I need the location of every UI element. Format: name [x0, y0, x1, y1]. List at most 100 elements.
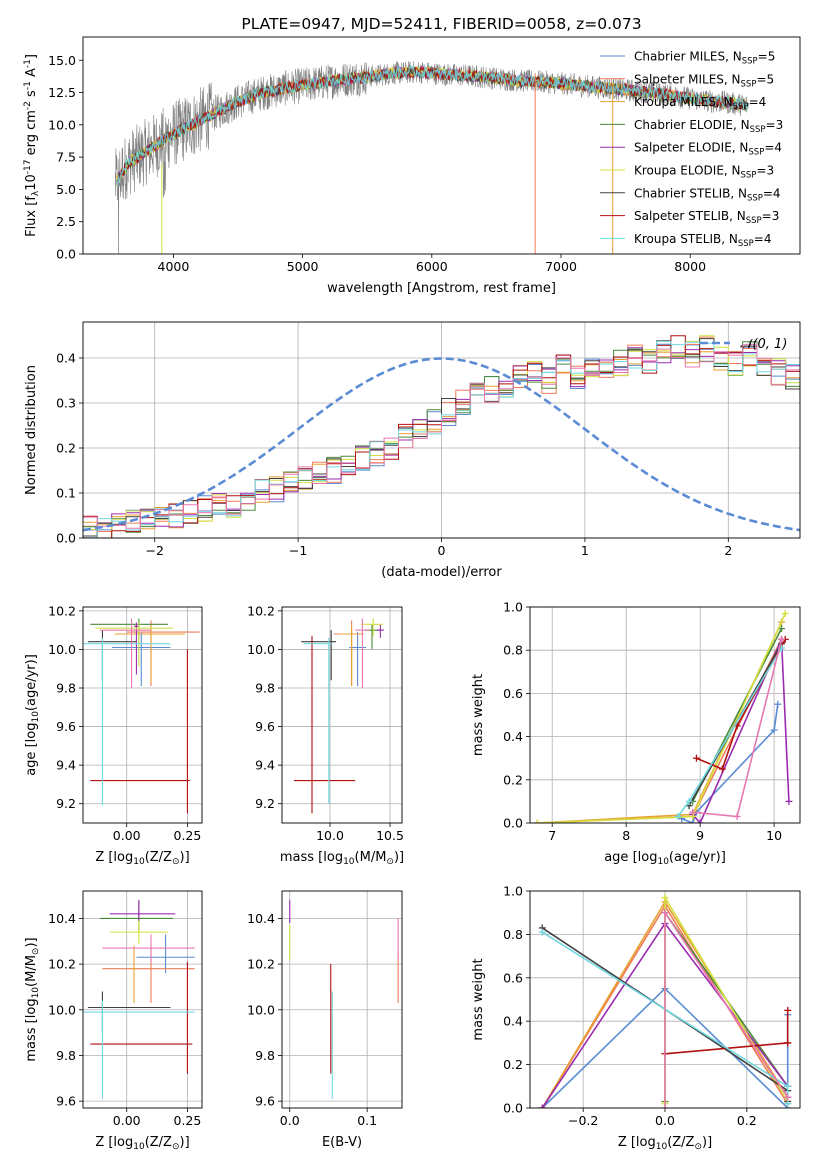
series-marker — [538, 1104, 546, 1108]
x-tick-label: 0.00 — [113, 1113, 141, 1128]
x-axis-label: Z [log10(Z/Z⊙)] — [95, 1135, 189, 1152]
errorbar-point — [339, 626, 364, 687]
y-axis-label: age [log10(age/yr)] — [24, 654, 41, 776]
series-marker — [674, 813, 682, 821]
x-tick-label: 0.1 — [357, 1113, 377, 1128]
x-tick-label: 0 — [438, 543, 446, 558]
legend-label: Chabrier STELIB, NSSP=4 — [634, 186, 781, 203]
x-tick-label: 0.25 — [174, 828, 202, 843]
series-marker — [718, 765, 726, 773]
series-line-salpeter-elodie — [692, 639, 790, 823]
x-tick-label: 5000 — [287, 259, 319, 274]
y-tick-label: 9.8 — [255, 1048, 275, 1063]
x-tick-label: 6000 — [416, 259, 448, 274]
legend-label: 𝒩(0, 1) — [740, 337, 787, 352]
series-marker — [784, 1100, 792, 1108]
series-line-kroupa-stelib — [677, 647, 783, 817]
y-tick-label: 0.8 — [503, 643, 523, 658]
y-tick-label: 10.0 — [48, 642, 76, 657]
y-tick-label: 0.4 — [503, 729, 523, 744]
series-marker — [778, 635, 786, 643]
axes-border — [82, 890, 203, 1109]
axes-border — [281, 890, 403, 1109]
x-tick-label: 0.25 — [174, 1113, 202, 1128]
errorbar-data — [83, 618, 200, 814]
errorbar-point — [87, 630, 137, 681]
series-marker — [689, 819, 697, 823]
series-marker — [785, 797, 793, 805]
errorbar-point — [83, 637, 171, 806]
y-tick-label: 5.0 — [56, 182, 76, 197]
normal-curve-line — [83, 357, 800, 532]
y-tick-label: 0.0 — [56, 531, 76, 546]
residuals-data — [83, 335, 800, 538]
series-marker — [696, 819, 704, 823]
y-tick-label: 0.4 — [503, 1014, 523, 1029]
errorbar-point — [134, 622, 139, 675]
residuals-plot: −2 −1 0 1 2 0.0 0.1 0.2 0.3 0.4 (data-model)/error… — [24, 321, 801, 580]
chart-title: PLATE=0947, MJD=52411, FIBERID=0058, z=0… — [241, 15, 641, 33]
y-tick-label: 0.0 — [503, 1101, 523, 1116]
y-tick-label: 9.2 — [56, 796, 76, 811]
legend-label: Kroupa STELIB, NSSP=4 — [634, 232, 772, 249]
spectrum-plot: 4000 5000 6000 7000 8000 0.0 2.5 5.0 7.5 10.0 12.5… — [23, 15, 801, 296]
series-marker — [538, 928, 546, 936]
legend-label: Chabrier MILES, NSSP=5 — [634, 50, 775, 67]
spectrum-legend: Chabrier MILES, NSSP=5 Salpeter MILES, NS… — [600, 50, 783, 249]
series-marker — [689, 808, 697, 816]
histogram-step-chabrier-elodie — [83, 341, 800, 538]
x-tick-label: 0.00 — [113, 828, 141, 843]
y-tick-label: 10.4 — [247, 911, 275, 926]
errorbar-point — [112, 632, 171, 687]
x-tick-label: 10 — [766, 828, 782, 843]
x-tick-label: 10.5 — [376, 828, 404, 843]
y-tick-label: 9.6 — [56, 719, 76, 734]
y-tick-label: 7.5 — [56, 150, 76, 165]
series-marker — [784, 1039, 792, 1047]
x-axis-label: mass [log10(M/M⊙)] — [280, 850, 404, 867]
errorbar-point — [136, 934, 195, 974]
y-tick-label: 0.6 — [503, 686, 523, 701]
y-tick-label: 9.8 — [255, 681, 275, 696]
axes-border — [529, 606, 801, 824]
age-vs-Z-plot: 0.00 0.25 9.2 9.4 9.6 9.8 10.0 10.2 Z [log10(Z/Z… — [24, 603, 203, 867]
mass-vs-EBV-plot: 0.0 0.1 9.6 9.8 10.0 10.2 10.4 E(B-V) — [247, 890, 403, 1150]
series-data — [538, 894, 792, 1108]
y-tick-label: 1.0 — [503, 884, 523, 899]
axes-border — [82, 606, 203, 824]
series-marker — [784, 1006, 792, 1014]
mass-weight-vs-Z-plot: −0.2 0.0 0.2 0.0 0.2 0.4 0.6 0.8 1.0 Z [log10(Z/Z… — [471, 884, 801, 1152]
errorbar-point — [114, 624, 185, 683]
y-tick-label: 0.2 — [503, 772, 523, 787]
x-tick-label: 8 — [622, 828, 630, 843]
errorbar-point — [95, 622, 173, 667]
x-tick-label: 9 — [696, 828, 704, 843]
errorbar-data — [83, 900, 195, 1099]
histogram-step-salpeter-miles — [83, 336, 800, 532]
errorbar-point — [90, 649, 190, 814]
x-tick-label: 8000 — [674, 259, 706, 274]
legend-label: Kroupa ELODIE, NSSP=3 — [634, 164, 774, 181]
y-tick-label: 9.4 — [255, 758, 275, 773]
y-tick-label: 0.3 — [56, 396, 76, 411]
errorbar-point — [131, 945, 137, 1003]
histogram-step-chabrier-stelib — [83, 338, 800, 537]
y-axis-label: mass weight — [471, 958, 486, 1040]
model-fit-line-kroupa-stelib — [116, 65, 748, 186]
y-tick-label: 0.2 — [56, 441, 76, 456]
y-tick-label: 10.0 — [247, 642, 275, 657]
age-vs-mass-plot: 10.0 10.5 9.2 9.4 9.6 9.8 10.0 10.2 mass [log10(… — [247, 603, 404, 867]
series-data — [533, 609, 793, 823]
errorbar-point — [102, 945, 195, 1003]
x-tick-label: 0.2 — [737, 1113, 757, 1128]
series-marker — [661, 909, 669, 917]
histogram-step-salpeter-elodie — [83, 347, 800, 531]
x-axis-label: (data-model)/error — [381, 565, 502, 580]
errorbar-point — [294, 635, 356, 814]
y-tick-label: 0.8 — [503, 927, 523, 942]
series-line-chabrier-miles — [681, 704, 779, 823]
errorbar-point — [100, 618, 151, 688]
series-marker — [733, 813, 741, 821]
x-tick-label: 0.0 — [280, 1113, 300, 1128]
y-tick-label: 10.2 — [48, 957, 76, 972]
